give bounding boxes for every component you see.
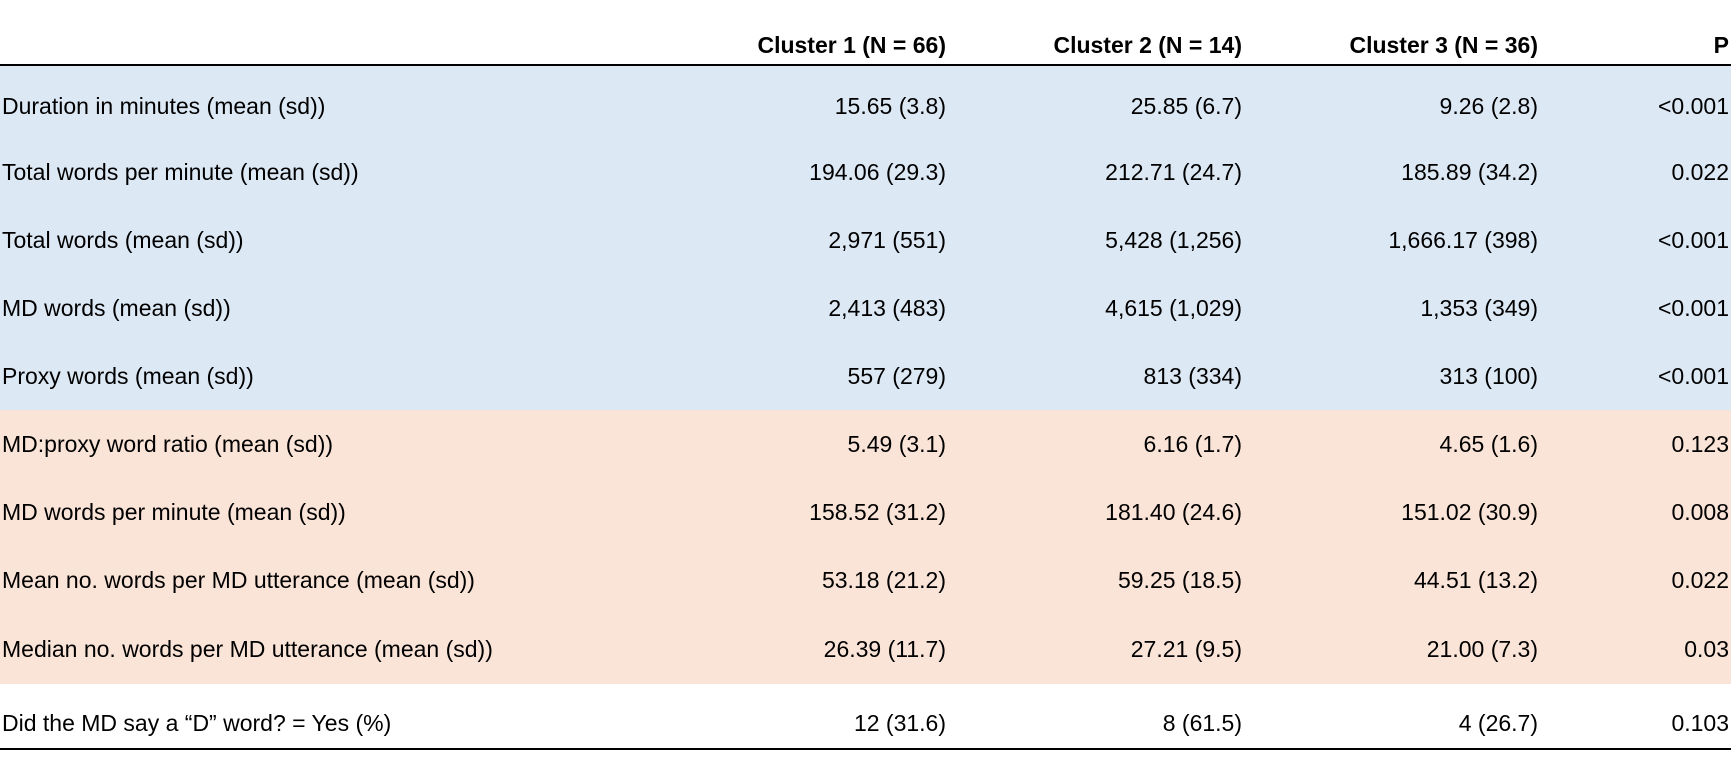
header-cluster-2: Cluster 2 (N = 14) xyxy=(1053,31,1242,58)
cluster-3-value: 1,666.17 (398) xyxy=(1388,226,1538,253)
cluster-1-value: 194.06 (29.3) xyxy=(809,158,946,185)
table-row: Total words (mean (sd)) 2,971 (551) 5,428 … xyxy=(0,206,1731,274)
table-body: Duration in minutes (mean (sd)) 15.65 (3.… xyxy=(0,66,1731,750)
p-value: 0.008 xyxy=(1671,498,1729,525)
cluster-1-value: 2,971 (551) xyxy=(828,226,946,253)
row-label: Total words per minute (mean (sd)) xyxy=(2,158,359,185)
table-row: Proxy words (mean (sd)) 557 (279) 813 (334… xyxy=(0,342,1731,410)
cluster-2-value: 59.25 (18.5) xyxy=(1117,566,1242,593)
p-value: 0.123 xyxy=(1671,430,1729,457)
row-label: Duration in minutes (mean (sd)) xyxy=(2,92,326,119)
p-value: 0.03 xyxy=(1684,635,1729,662)
row-label: MD:proxy word ratio (mean (sd)) xyxy=(2,430,334,457)
cluster-2-value: 5,428 (1,256) xyxy=(1105,226,1242,253)
cluster-1-value: 15.65 (3.8) xyxy=(834,92,946,119)
cluster-2-value: 212.71 (24.7) xyxy=(1105,158,1242,185)
table-row: MD words per minute (mean (sd)) 158.52 (3… xyxy=(0,478,1731,546)
cluster-3-value: 9.26 (2.8) xyxy=(1439,92,1538,119)
cluster-3-value: 1,353 (349) xyxy=(1420,294,1538,321)
table-row: Median no. words per MD utterance (mean … xyxy=(0,614,1731,684)
table-row: MD:proxy word ratio (mean (sd)) 5.49 (3.1… xyxy=(0,410,1731,478)
cluster-2-value: 4,615 (1,029) xyxy=(1105,294,1242,321)
p-value: 0.103 xyxy=(1671,709,1729,736)
row-label: MD words (mean (sd)) xyxy=(2,294,231,321)
cluster-2-value: 6.16 (1.7) xyxy=(1143,430,1242,457)
cluster-3-value: 4.65 (1.6) xyxy=(1439,430,1538,457)
cluster-3-value: 21.00 (7.3) xyxy=(1426,635,1538,662)
header-cluster-1: Cluster 1 (N = 66) xyxy=(757,31,946,58)
p-value: <0.001 xyxy=(1658,362,1729,389)
cluster-2-value: 813 (334) xyxy=(1143,362,1242,389)
p-value: <0.001 xyxy=(1658,294,1729,321)
table-row: Duration in minutes (mean (sd)) 15.65 (3.… xyxy=(0,66,1731,138)
cluster-3-value: 151.02 (30.9) xyxy=(1401,498,1538,525)
cluster-3-value: 44.51 (13.2) xyxy=(1413,566,1538,593)
table-row: Mean no. words per MD utterance (mean (s… xyxy=(0,546,1731,614)
cluster-2-value: 25.85 (6.7) xyxy=(1130,92,1242,119)
table-row: Total words per minute (mean (sd)) 194.06… xyxy=(0,138,1731,206)
table-row: MD words (mean (sd)) 2,413 (483) 4,615 (1,… xyxy=(0,274,1731,342)
p-value: 0.022 xyxy=(1671,566,1729,593)
cluster-1-value: 12 (31.6) xyxy=(853,709,946,736)
row-label: Mean no. words per MD utterance (mean (s… xyxy=(2,566,475,593)
cluster-1-value: 53.18 (21.2) xyxy=(821,566,946,593)
cluster-1-value: 158.52 (31.2) xyxy=(809,498,946,525)
cluster-1-value: 2,413 (483) xyxy=(828,294,946,321)
row-label: Median no. words per MD utterance (mean … xyxy=(2,635,493,662)
header-cluster-3: Cluster 3 (N = 36) xyxy=(1349,31,1538,58)
table-header-row: Cluster 1 (N = 66) Cluster 2 (N = 14) Cl… xyxy=(0,26,1731,66)
header-p-value: P xyxy=(1713,31,1729,58)
cluster-3-value: 185.89 (34.2) xyxy=(1401,158,1538,185)
row-label: Did the MD say a “D” word? = Yes (%) xyxy=(2,709,392,736)
cluster-2-value: 181.40 (24.6) xyxy=(1105,498,1242,525)
cluster-comparison-table: Cluster 1 (N = 66) Cluster 2 (N = 14) Cl… xyxy=(0,26,1731,750)
cluster-3-value: 4 (26.7) xyxy=(1458,709,1538,736)
cluster-1-value: 557 (279) xyxy=(847,362,946,389)
row-label: Total words (mean (sd)) xyxy=(2,226,244,253)
row-label: Proxy words (mean (sd)) xyxy=(2,362,254,389)
p-value: <0.001 xyxy=(1658,226,1729,253)
cluster-3-value: 313 (100) xyxy=(1439,362,1538,389)
p-value: <0.001 xyxy=(1658,92,1729,119)
cluster-2-value: 8 (61.5) xyxy=(1162,709,1242,736)
row-label: MD words per minute (mean (sd)) xyxy=(2,498,346,525)
cluster-1-value: 5.49 (3.1) xyxy=(847,430,946,457)
cluster-1-value: 26.39 (11.7) xyxy=(823,635,946,662)
table-row: Did the MD say a “D” word? = Yes (%) 12 (… xyxy=(0,684,1731,750)
p-value: 0.022 xyxy=(1671,158,1729,185)
cluster-2-value: 27.21 (9.5) xyxy=(1130,635,1242,662)
